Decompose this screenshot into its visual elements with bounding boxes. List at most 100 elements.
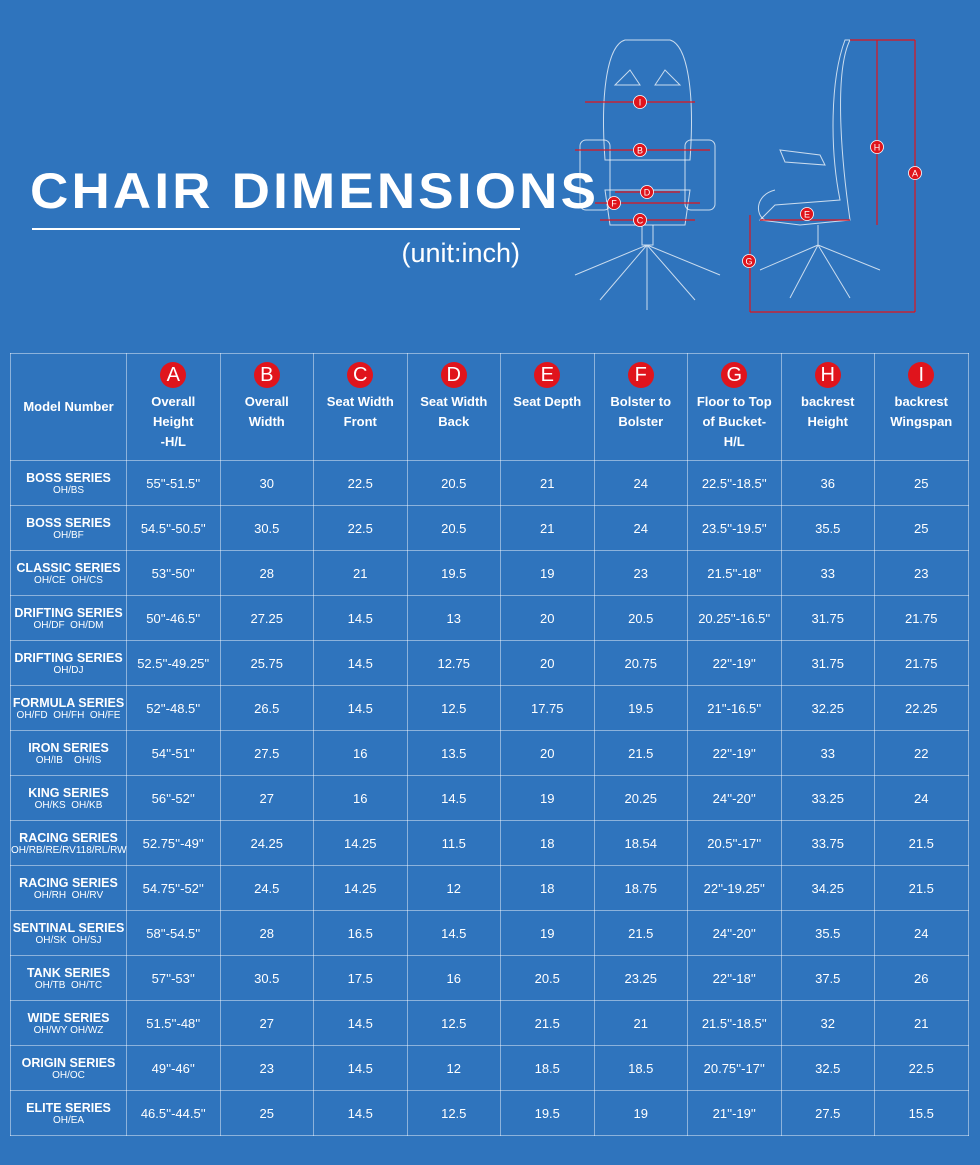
- table-row: RACING SERIES OH/RH OH/RV 54.75''-52'' 24.5…: [10, 865, 969, 911]
- model-codes: OH/RB/RE/RV118/RL/RW: [11, 844, 127, 856]
- diagram-label: D: [644, 188, 651, 198]
- value-cell: 24.5: [219, 865, 314, 911]
- chair-diagram: I B D F C H A E G: [574, 39, 922, 313]
- model-cell: DRIFTING SERIES OH/DF OH/DM: [10, 595, 127, 641]
- value-cell: 18.75: [593, 865, 688, 911]
- value-cell: 20.5: [406, 460, 501, 506]
- value-cell: 30.5: [219, 955, 314, 1001]
- value-cell: 18: [500, 865, 595, 911]
- front-holes: [613, 69, 682, 86]
- value-cell: 32.25: [780, 685, 875, 731]
- title: CHAIR DIMENSIONS: [30, 163, 600, 219]
- column-header: F Bolster to Bolster: [593, 353, 688, 461]
- value-cell: 57''-53'': [126, 955, 221, 1001]
- value-cell: 52.5''-49.25'': [126, 640, 221, 686]
- front-armrest: [579, 139, 611, 211]
- series-name: BOSS SERIES: [26, 515, 111, 530]
- table-row: DRIFTING SERIES OH/DF OH/DM 50''-46.5'' 27.…: [10, 595, 969, 641]
- value-cell: 21.5: [874, 865, 969, 911]
- label-circle: [870, 140, 884, 154]
- value-cell: 21.5: [874, 820, 969, 866]
- model-codes: OH/IB OH/IS: [35, 754, 102, 766]
- series-name: RACING SERIES: [19, 875, 118, 890]
- column-letter: H: [814, 362, 841, 388]
- table-row: WIDE SERIES OH/WY OH/WZ 51.5''-48'' 27 14.5 1…: [10, 1000, 969, 1046]
- value-cell: 14.5: [406, 910, 501, 956]
- column-letter: B: [253, 362, 280, 388]
- model-codes: OH/SK OH/SJ: [35, 934, 102, 946]
- value-cell: 20.5: [500, 955, 595, 1001]
- table-row: RACING SERIES OH/RB/RE/RV118/RL/RW 52.75''…: [10, 820, 969, 866]
- column-label: Seat Width Front: [326, 394, 394, 429]
- value-cell: 32: [780, 1000, 875, 1046]
- model-codes: OH/CE OH/CS: [34, 574, 103, 586]
- value-cell: 34.25: [780, 865, 875, 911]
- label-circle: [640, 185, 654, 199]
- value-cell: 24: [593, 505, 688, 551]
- value-cell: 21.5: [593, 910, 688, 956]
- column-letter: F: [627, 362, 654, 388]
- value-cell: 21: [500, 460, 595, 506]
- model-cell: RACING SERIES OH/RH OH/RV: [10, 865, 127, 911]
- table-row: BOSS SERIES OH/BF 54.5''-50.5'' 30.5 22.5 20.…: [10, 505, 969, 551]
- value-cell: 21.5''-18'': [687, 550, 782, 596]
- model-codes: OH/BS: [52, 484, 85, 496]
- model-codes: OH/TB OH/TC: [34, 979, 103, 991]
- value-cell: 21''-16.5'': [687, 685, 782, 731]
- value-cell: 20: [500, 595, 595, 641]
- value-cell: 31.75: [780, 595, 875, 641]
- value-cell: 27: [219, 1000, 314, 1046]
- value-cell: 12.75: [406, 640, 501, 686]
- value-cell: 12.5: [406, 1090, 501, 1136]
- value-cell: 56''-52'': [126, 775, 221, 821]
- diagram-label: F: [611, 199, 617, 209]
- table-row: KING SERIES OH/KS OH/KB 56''-52'' 27 16 14.5 1…: [10, 775, 969, 821]
- label-circle: [800, 207, 814, 221]
- label-circle: [607, 196, 621, 210]
- column-letter: D: [440, 362, 467, 388]
- value-cell: 13: [406, 595, 501, 641]
- label-circle: [633, 95, 647, 109]
- value-cell: 14.5: [313, 640, 408, 686]
- model-cell: CLASSIC SERIES OH/CE OH/CS: [10, 550, 127, 596]
- value-cell: 24: [593, 460, 688, 506]
- table-row: IRON SERIES OH/IB OH/IS 54''-51'' 27.5 16 13.…: [10, 730, 969, 776]
- value-cell: 27.5: [780, 1090, 875, 1136]
- value-cell: 26.5: [219, 685, 314, 731]
- value-cell: 14.5: [313, 1000, 408, 1046]
- model-cell: RACING SERIES OH/RB/RE/RV118/RL/RW: [10, 820, 127, 866]
- value-cell: 12.5: [406, 1000, 501, 1046]
- value-cell: 55''-51.5'': [126, 460, 221, 506]
- value-cell: 20.75: [593, 640, 688, 686]
- value-cell: 20: [500, 640, 595, 686]
- column-label: Overall Height -H/L: [151, 394, 196, 449]
- model-cell: TANK SERIES OH/TB OH/TC: [10, 955, 127, 1001]
- value-cell: 18: [500, 820, 595, 866]
- series-name: DRIFTING SERIES: [14, 605, 123, 620]
- front-backrest: [603, 39, 692, 161]
- value-cell: 23: [874, 550, 969, 596]
- series-name: RACING SERIES: [19, 830, 118, 845]
- front-seat: [604, 189, 691, 226]
- value-cell: 24''-20'': [687, 910, 782, 956]
- label-circle: [633, 143, 647, 157]
- value-cell: 22''-19'': [687, 730, 782, 776]
- model-cell: ELITE SERIES OH/EA: [10, 1090, 127, 1136]
- value-cell: 30.5: [219, 505, 314, 551]
- value-cell: 23.25: [593, 955, 688, 1001]
- value-cell: 54.75''-52'': [126, 865, 221, 911]
- value-cell: 22.5''-18.5'': [687, 460, 782, 506]
- side-outline: [758, 39, 851, 226]
- value-cell: 12: [406, 1045, 501, 1091]
- value-cell: 21.75: [874, 640, 969, 686]
- value-cell: 22.5: [313, 460, 408, 506]
- series-name: TANK SERIES: [26, 965, 111, 980]
- value-cell: 54.5''-50.5'': [126, 505, 221, 551]
- column-letter: E: [534, 362, 561, 388]
- column-letter: I: [908, 362, 935, 388]
- value-cell: 17.75: [500, 685, 595, 731]
- column-letter: A: [160, 362, 187, 388]
